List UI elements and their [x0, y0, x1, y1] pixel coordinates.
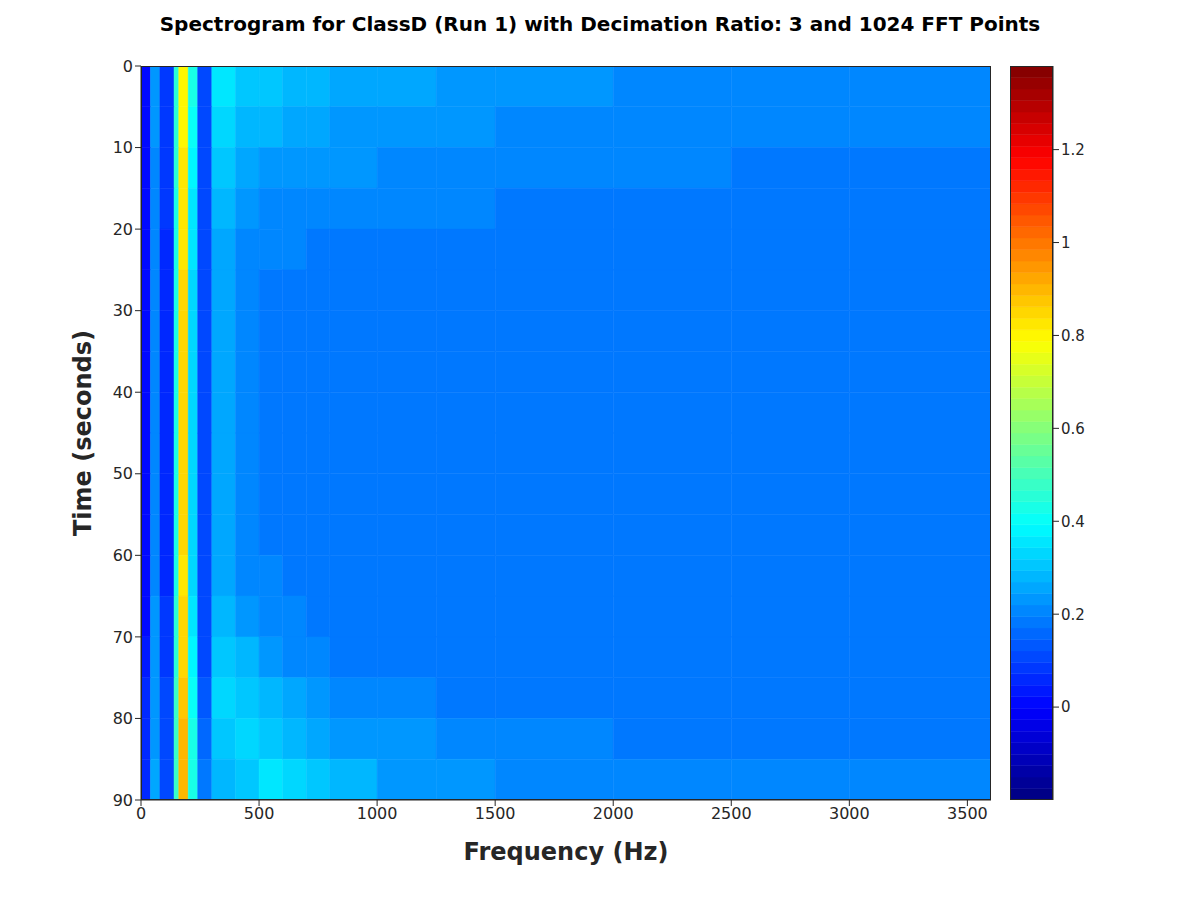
- svg-text:60: 60: [113, 546, 133, 565]
- svg-text:0: 0: [1061, 698, 1071, 716]
- svg-text:0: 0: [136, 804, 146, 823]
- svg-text:1000: 1000: [357, 804, 398, 823]
- html-text:Spectrogram for ClassD (Run 1): Spectrogram for ClassD (Run 1) with Deci…: [159, 12, 1041, 36]
- svg-text:2000: 2000: [593, 804, 634, 823]
- html-text:Frequency (Hz): Frequency (Hz): [463, 838, 669, 866]
- svg-text:2500: 2500: [711, 804, 752, 823]
- svg-text:3500: 3500: [947, 804, 988, 823]
- svg-text:0.8: 0.8: [1061, 327, 1085, 345]
- svg-text:0.2: 0.2: [1061, 606, 1085, 624]
- svg-text:90: 90: [113, 791, 133, 810]
- svg-text:1.2: 1.2: [1061, 141, 1085, 159]
- html-text:Time (seconds): Time (seconds): [69, 330, 97, 536]
- svg-text:3000: 3000: [829, 804, 870, 823]
- svg-text:0.4: 0.4: [1061, 513, 1085, 531]
- svg-text:0: 0: [123, 57, 133, 76]
- svg-text:0.6: 0.6: [1061, 420, 1085, 438]
- svg-text:1500: 1500: [475, 804, 516, 823]
- svg-text:10: 10: [113, 138, 133, 157]
- svg-text:70: 70: [113, 628, 133, 647]
- svg-text:50: 50: [113, 464, 133, 483]
- svg-text:1: 1: [1061, 234, 1071, 252]
- svg-text:30: 30: [113, 301, 133, 320]
- svg-text:80: 80: [113, 709, 133, 728]
- svg-text:40: 40: [113, 383, 133, 402]
- svg-text:20: 20: [113, 220, 133, 239]
- svg-text:500: 500: [244, 804, 275, 823]
